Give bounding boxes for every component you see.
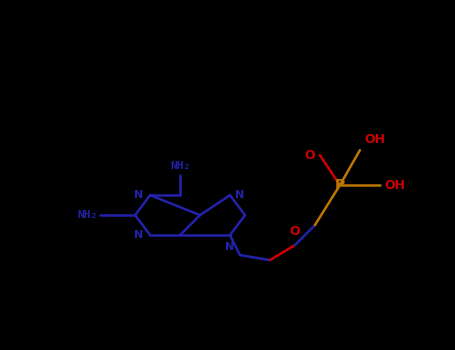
Text: NH₂: NH₂ bbox=[170, 161, 190, 171]
Text: N: N bbox=[234, 190, 244, 200]
Text: OH: OH bbox=[364, 133, 385, 146]
Text: O: O bbox=[290, 225, 300, 238]
Text: OH: OH bbox=[384, 178, 405, 192]
Text: N: N bbox=[134, 190, 143, 200]
Text: N: N bbox=[225, 242, 235, 252]
Text: N: N bbox=[134, 230, 143, 240]
Text: NH₂: NH₂ bbox=[78, 210, 98, 220]
Text: P: P bbox=[335, 178, 345, 192]
Text: O: O bbox=[305, 149, 315, 162]
